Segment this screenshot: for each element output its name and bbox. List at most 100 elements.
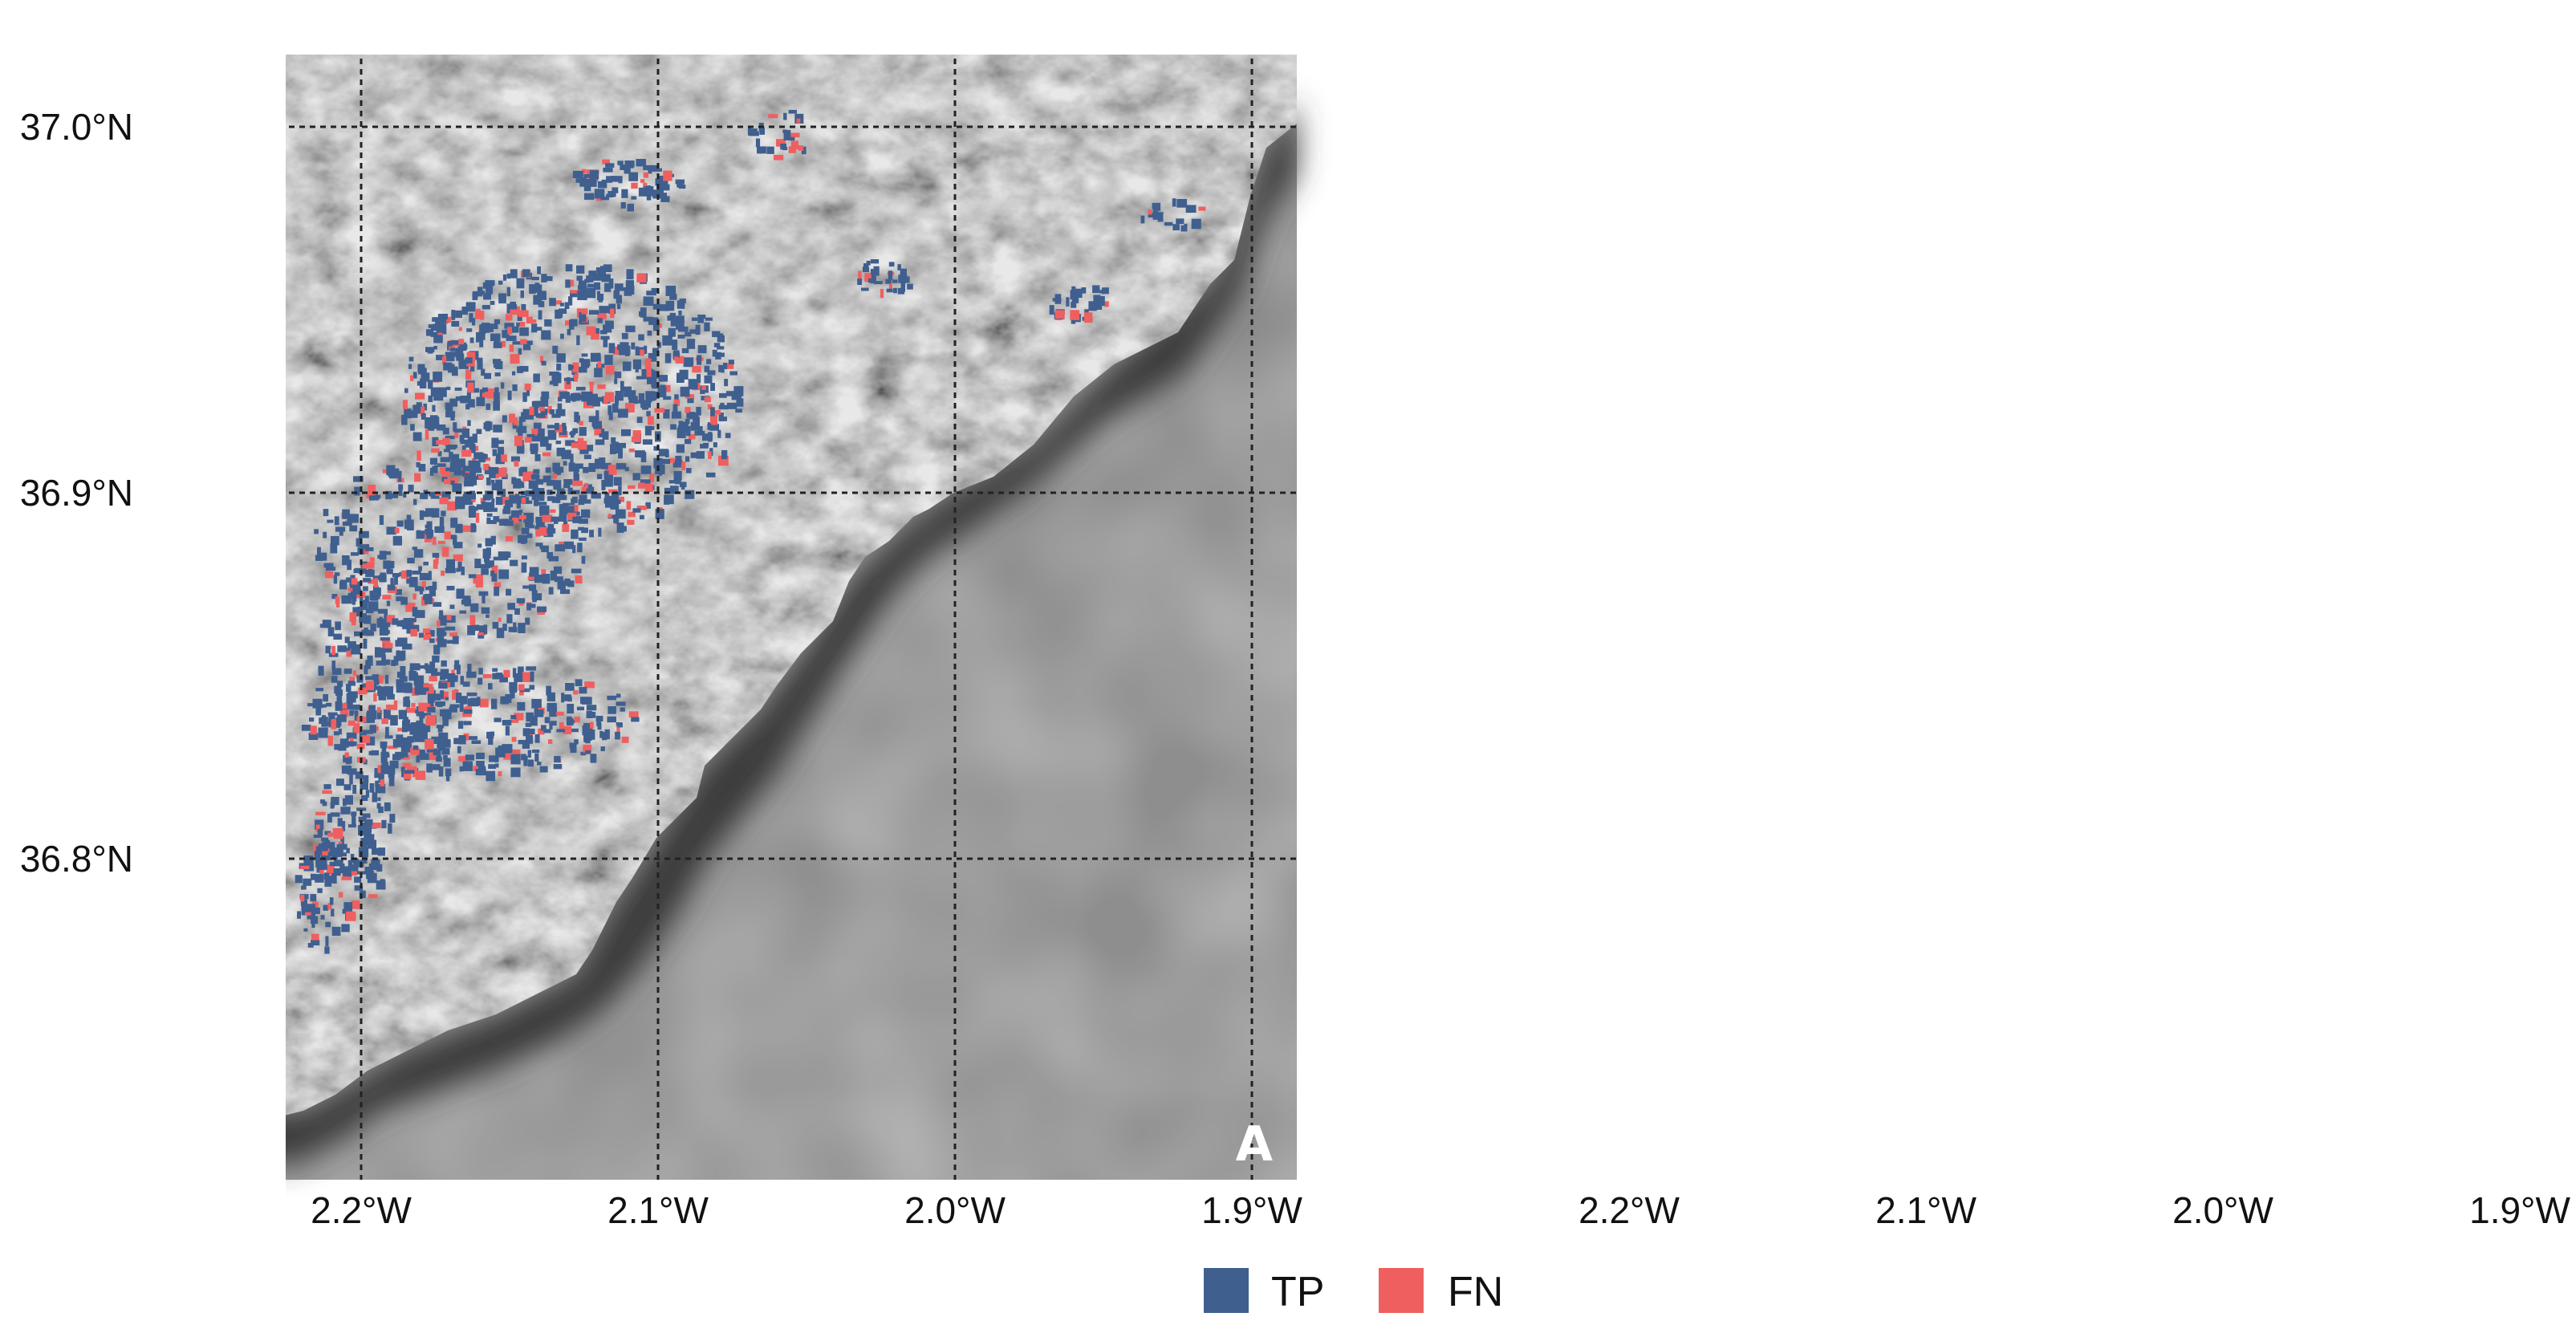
settlement-speckle	[1956, 379, 1965, 389]
settlement-speckle	[1945, 325, 1953, 331]
settlement-speckle	[1668, 496, 1677, 502]
settlement-speckle	[1754, 550, 1758, 555]
settlement-speckle	[490, 535, 496, 545]
settlement-speckle	[1700, 411, 1706, 421]
settlement-speckle	[352, 785, 357, 795]
settlement-speckle	[1896, 287, 1901, 298]
settlement-speckle	[1825, 265, 1830, 274]
settlement-speckle	[1698, 704, 1704, 709]
settlement-speckle	[635, 450, 645, 457]
settlement-speckle	[1713, 590, 1717, 599]
settlement-speckle	[1523, 1003, 1529, 1010]
settlement-speckle	[1959, 356, 1968, 366]
settlement-speckle	[1782, 425, 1786, 436]
settlement-speckle	[1611, 682, 1615, 691]
settlement-speckle	[467, 399, 475, 408]
settlement-speckle	[382, 659, 391, 665]
settlement-speckle	[1692, 672, 1699, 681]
settlement-speckle	[1771, 445, 1782, 451]
settlement-speckle	[1691, 752, 1696, 759]
settlement-speckle	[1626, 883, 1631, 889]
settlement-speckle	[1916, 164, 1926, 173]
settlement-speckle	[572, 516, 580, 523]
settlement-speckle	[380, 764, 389, 774]
settlement-speckle	[1859, 526, 1864, 530]
settlement-speckle	[1723, 728, 1729, 735]
settlement-speckle	[1696, 587, 1704, 596]
settlement-speckle	[1902, 438, 1908, 441]
settlement-speckle	[360, 840, 367, 851]
settlement-speckle	[325, 842, 335, 849]
settlement-speckle	[1867, 166, 1873, 170]
settlement-speckle	[519, 327, 529, 336]
settlement-speckle	[1954, 437, 1963, 442]
settlement-speckle	[457, 721, 464, 729]
settlement-speckle	[469, 313, 473, 323]
settlement-speckle	[1613, 904, 1620, 913]
settlement-speckle	[1707, 660, 1716, 669]
settlement-speckle	[549, 722, 553, 730]
settlement-speckle	[1527, 998, 1535, 1006]
settlement-speckle	[1787, 473, 1798, 479]
settlement-speckle	[1684, 668, 1689, 673]
settlement-speckle	[559, 514, 567, 522]
settlement-speckle	[1656, 547, 1666, 551]
settlement-speckle	[1607, 595, 1613, 600]
settlement-speckle	[653, 189, 664, 197]
settlement-speckle	[406, 618, 416, 623]
settlement-speckle	[1728, 418, 1732, 424]
settlement-speckle	[1779, 571, 1786, 576]
settlement-speckle	[454, 431, 459, 438]
settlement-speckle	[1814, 347, 1821, 352]
settlement-speckle	[1638, 742, 1648, 751]
settlement-speckle	[437, 424, 446, 431]
settlement-speckle	[1969, 415, 1977, 421]
settlement-speckle	[546, 692, 555, 701]
settlement-speckle	[1829, 421, 1835, 427]
settlement-speckle	[547, 496, 555, 502]
settlement-speckle	[1598, 527, 1601, 532]
settlement-speckle	[452, 689, 459, 701]
settlement-speckle	[388, 823, 392, 834]
settlement-speckle	[1915, 161, 1925, 169]
settlement-speckle	[1602, 516, 1609, 523]
settlement-speckle	[1713, 388, 1721, 396]
settlement-speckle	[324, 946, 330, 954]
settlement-speckle	[1872, 741, 1881, 750]
settlement-speckle	[1801, 478, 1805, 484]
settlement-speckle	[323, 904, 329, 911]
settlement-speckle	[2437, 209, 2447, 214]
settlement-speckle	[1798, 498, 1804, 502]
settlement-speckle	[665, 286, 677, 296]
settlement-speckle	[520, 339, 527, 344]
settlement-speckle	[1741, 399, 1748, 408]
settlement-speckle	[467, 664, 472, 674]
settlement-speckle	[521, 555, 527, 559]
settlement-speckle	[1879, 497, 1885, 505]
settlement-speckle	[563, 484, 571, 488]
settlement-speckle	[1617, 782, 1623, 786]
settlement-speckle	[494, 440, 504, 445]
settlement-speckle	[1948, 181, 1954, 189]
settlement-speckle	[1768, 729, 1778, 738]
settlement-speckle	[1729, 478, 1736, 487]
settlement-speckle	[524, 728, 535, 734]
settlement-speckle	[1791, 591, 1798, 595]
settlement-speckle	[381, 655, 386, 663]
settlement-speckle	[575, 679, 583, 687]
settlement-speckle	[888, 270, 893, 281]
settlement-speckle	[332, 668, 342, 675]
settlement-speckle	[1843, 428, 1847, 433]
settlement-speckle	[423, 490, 429, 500]
settlement-speckle	[640, 514, 644, 520]
settlement-speckle	[1789, 372, 1795, 376]
sea	[1411, 27, 2565, 1180]
settlement-speckle	[1617, 677, 1625, 684]
settlement-speckle	[1679, 531, 1688, 540]
settlement-speckle	[1966, 446, 1975, 455]
settlement-speckle	[1596, 782, 1603, 786]
settlement-speckle	[1745, 462, 1751, 473]
settlement-speckle	[1685, 339, 1694, 347]
settlement-speckle	[1830, 469, 1838, 478]
settlement-speckle	[1984, 377, 1988, 385]
